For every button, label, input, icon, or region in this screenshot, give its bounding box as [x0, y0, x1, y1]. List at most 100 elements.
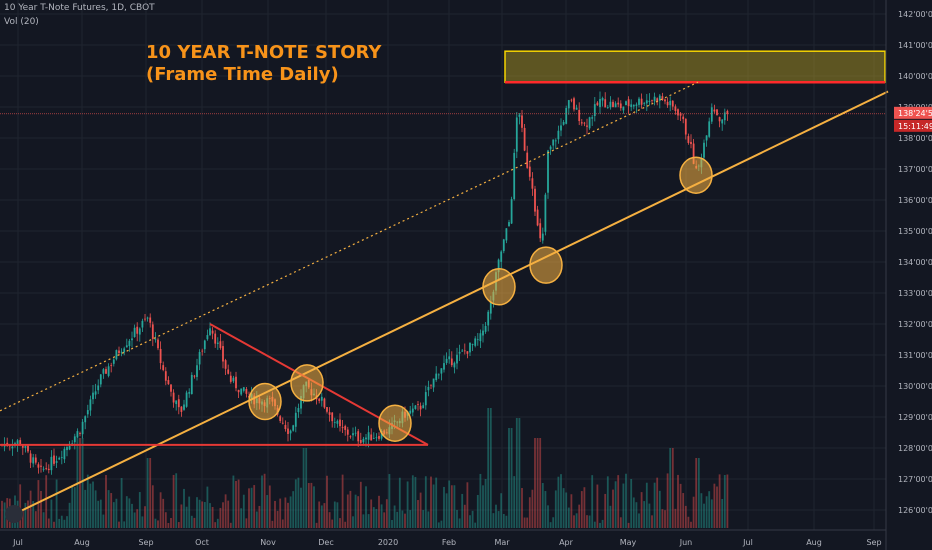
candle-body	[118, 350, 120, 354]
candle-body	[27, 445, 29, 452]
candle-body	[430, 384, 432, 386]
volume-bar	[339, 518, 341, 528]
candle-body	[679, 113, 682, 116]
volume-bar	[679, 483, 682, 528]
drawing-overlays	[0, 50, 889, 518]
candle-body	[575, 107, 578, 110]
candle-body	[133, 327, 136, 338]
volume-bar	[435, 477, 438, 528]
candle-body	[536, 209, 539, 226]
candle-body	[380, 430, 383, 439]
volume-bar	[630, 478, 633, 528]
volume-bar	[365, 486, 367, 528]
volume-bar	[398, 477, 401, 528]
candle-body	[432, 378, 435, 388]
candle-body	[638, 98, 640, 105]
countdown-tag-text: 15:11:49	[898, 122, 932, 131]
candle-body	[81, 421, 84, 435]
candle-body	[240, 388, 243, 395]
volume-bar	[619, 517, 622, 528]
candle-body	[466, 351, 469, 354]
volume-bar	[367, 514, 370, 528]
candle-body	[185, 392, 188, 407]
volume-bar	[123, 521, 126, 528]
volume-bar	[505, 515, 508, 528]
annotation-line-1: 10 YEAR T-NOTE STORY	[146, 42, 382, 63]
volume-bar	[318, 501, 321, 528]
candle-body	[604, 99, 607, 108]
volume-bar	[692, 496, 695, 528]
candle-body	[726, 110, 729, 114]
volume-bar	[193, 517, 196, 528]
volume-bar	[115, 498, 118, 528]
volume-bar	[482, 485, 484, 528]
grid	[0, 0, 886, 530]
candle-body	[622, 106, 625, 111]
candle-body	[541, 233, 544, 241]
volume-bar	[255, 511, 258, 528]
volume-bar	[492, 513, 495, 528]
volume-bar	[216, 518, 219, 528]
touch-point-circle	[679, 156, 713, 194]
volume-bar	[427, 511, 430, 528]
candle-body	[94, 391, 97, 395]
volume-bar	[661, 509, 664, 528]
volume-bar	[53, 521, 55, 528]
candle-body	[414, 405, 417, 409]
volume-bar	[333, 501, 336, 528]
volume-bar	[671, 448, 674, 528]
volume-bar	[385, 499, 388, 528]
volume-bar	[445, 493, 448, 528]
candle-body	[14, 443, 16, 445]
candle-body	[456, 354, 458, 364]
volume-bar	[497, 511, 500, 528]
volume-bar	[32, 501, 35, 528]
volume-bar	[84, 489, 87, 528]
volume-bar	[573, 515, 575, 528]
volume-bar	[674, 508, 677, 528]
volume-bar	[588, 515, 591, 528]
volume-bar	[21, 511, 24, 528]
volume-bar	[344, 521, 347, 528]
volume-bar	[328, 512, 331, 528]
volume-bar	[42, 512, 45, 528]
volume-bar	[105, 475, 107, 528]
candle-body	[703, 142, 705, 158]
volume-bar	[346, 494, 349, 528]
candle-body	[131, 338, 133, 341]
x-tick-label: Aug	[74, 538, 90, 547]
volume-bar	[609, 505, 612, 528]
volume-bar	[528, 497, 531, 528]
candle-body	[170, 384, 172, 392]
candle-body	[110, 365, 113, 366]
volume-bar	[378, 495, 380, 528]
volume-bars	[1, 408, 729, 528]
volume-bar	[297, 477, 300, 528]
volume-bar	[575, 513, 578, 528]
candle-body	[547, 150, 549, 193]
volume-bar	[700, 493, 703, 528]
candle-body	[677, 109, 679, 116]
candle-body	[344, 426, 347, 430]
candle-body	[666, 101, 669, 106]
candle-body	[705, 135, 708, 141]
candle-body	[21, 445, 24, 448]
touch-point-circle	[290, 364, 324, 402]
volume-bar	[518, 418, 521, 528]
volume-bar	[500, 493, 503, 528]
volume-bar	[201, 501, 204, 528]
volume-bar	[315, 522, 318, 528]
volume-bar	[198, 499, 201, 528]
volume-bar	[73, 487, 76, 528]
candle-body	[508, 222, 510, 227]
volume-bar	[638, 513, 640, 528]
candle-body	[518, 114, 521, 117]
volume-bar	[180, 504, 183, 528]
volume-bar	[583, 487, 586, 528]
candle-body	[50, 456, 53, 471]
volume-bar	[450, 485, 453, 528]
volume-bar	[375, 509, 378, 528]
candle-body	[378, 436, 380, 439]
